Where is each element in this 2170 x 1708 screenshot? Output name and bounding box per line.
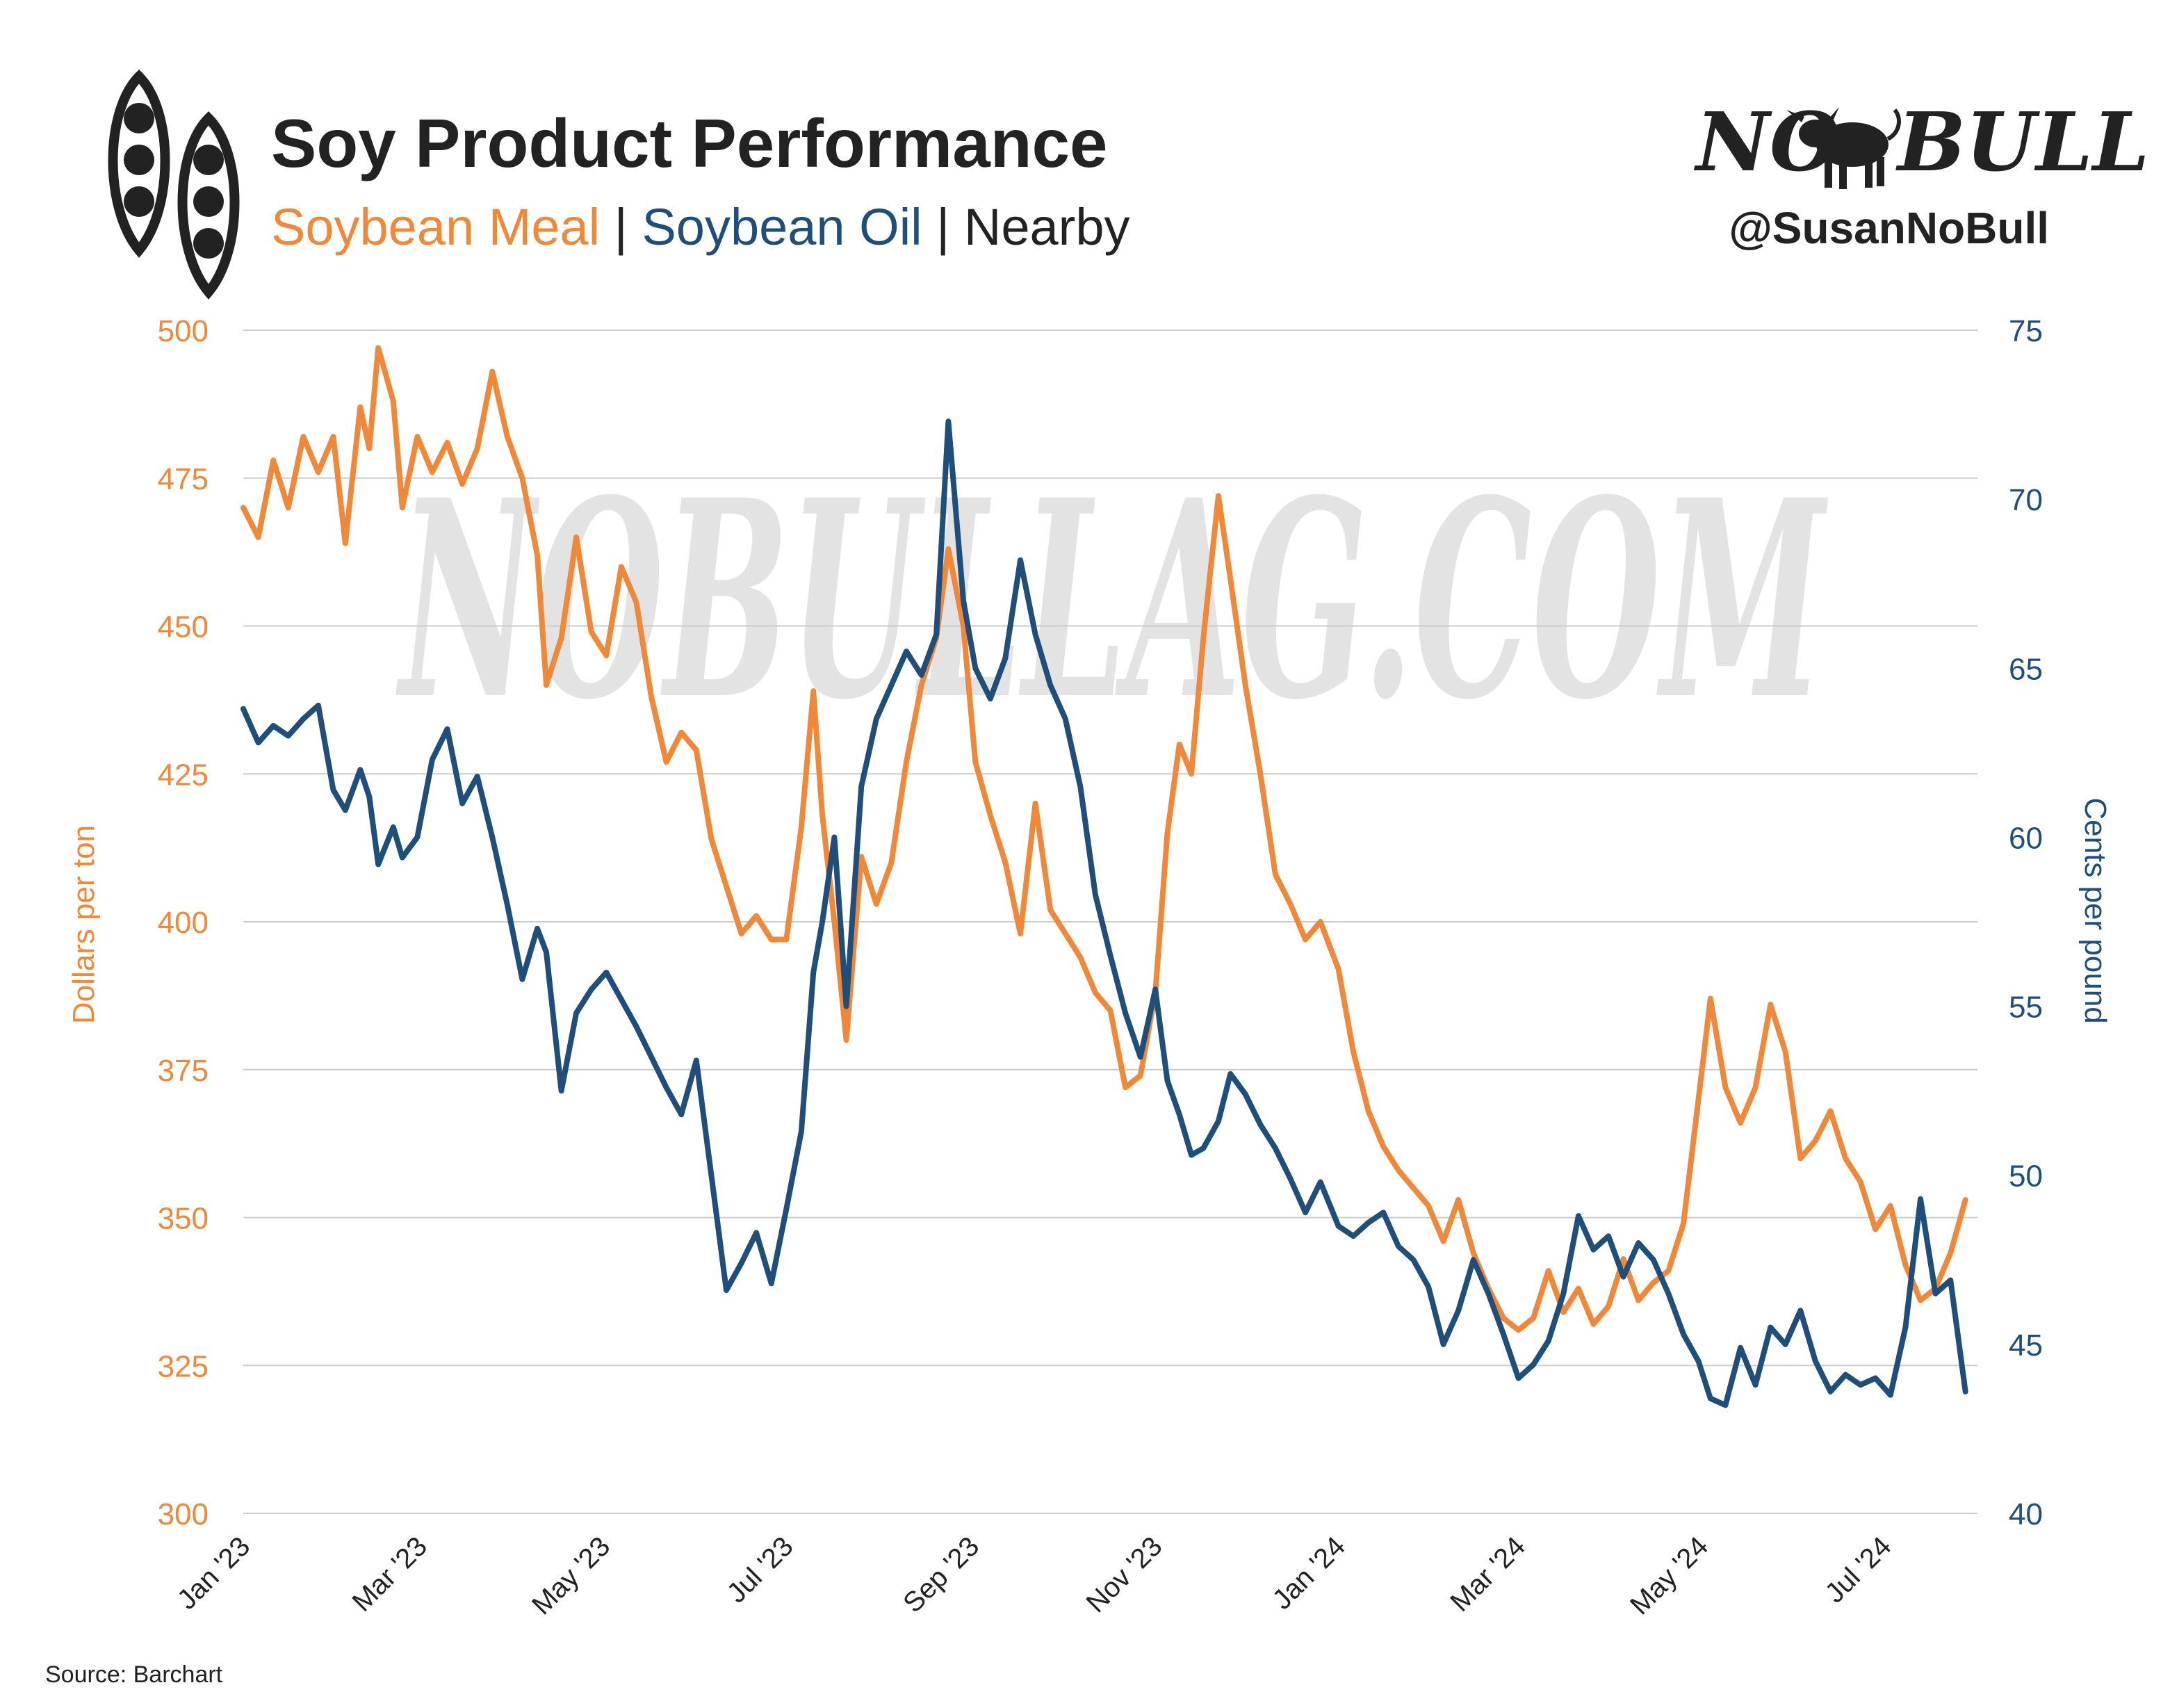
x-tick-label: Nov '23: [1080, 1531, 1168, 1618]
y-right-tick-label: 65: [2009, 652, 2043, 686]
brand-logo: NO BULL: [1693, 95, 2149, 190]
y-right-tick-label: 50: [2009, 1160, 2043, 1194]
subtitle-separator: |: [922, 198, 964, 256]
y-left-tick-label: 475: [158, 462, 209, 496]
page-title: Soy Product Performance: [271, 105, 1108, 181]
series-line-soybean-oil: [240, 418, 1968, 1408]
y-right-tick-label: 40: [2009, 1497, 2043, 1531]
watermark: NOBULLAG.COM: [395, 441, 1829, 759]
y-axis-left-label: Dollars per ton: [67, 825, 101, 1024]
y-left-tick-label: 300: [158, 1497, 209, 1531]
x-tick-label: Mar '23: [346, 1531, 433, 1618]
x-tick-label: Jul '24: [1820, 1531, 1898, 1609]
x-axis-ticks: Jan '23 Mar '23 May '23 Jul '23 Sep '23 Nov '…: [172, 1531, 1898, 1620]
y-right-tick-label: 75: [2009, 314, 2043, 348]
y-right-tick-label: 60: [2009, 821, 2043, 855]
subtitle-separator: |: [600, 198, 642, 256]
x-tick-label: Jul '23: [721, 1531, 799, 1609]
y-right-tick-label: 45: [2009, 1328, 2043, 1363]
y-left-tick-label: 425: [158, 758, 209, 792]
x-tick-label: Sep '23: [897, 1531, 985, 1618]
chart-subtitle: Soybean Meal | Soybean Oil | Nearby: [271, 198, 1129, 256]
soybean-pod-icon: [108, 70, 240, 300]
y-left-tick-label: 325: [158, 1349, 209, 1383]
x-tick-label: Jan '24: [1266, 1531, 1351, 1615]
y-left-tick-label: 350: [158, 1202, 209, 1236]
subtitle-oil: Soybean Oil: [642, 198, 922, 256]
brand-logo-right: BULL: [1895, 95, 2149, 190]
subtitle-meal: Soybean Meal: [271, 198, 600, 256]
brand-handle: @SusanNoBull: [1729, 203, 2049, 253]
series-layer: [240, 345, 1968, 1408]
y-axis-left-ticks: 300 325 350 375 400 425 450 475 500: [158, 314, 209, 1531]
y-axis-right-label: Cents per pound: [2078, 797, 2112, 1023]
gridlines: [243, 330, 1977, 1514]
y-left-tick-label: 400: [158, 906, 209, 940]
y-right-tick-label: 70: [2009, 483, 2043, 517]
x-tick-label: May '24: [1624, 1531, 1714, 1620]
subtitle-nearby: Nearby: [964, 198, 1130, 256]
x-tick-label: Mar '24: [1444, 1531, 1531, 1618]
y-left-tick-label: 500: [158, 314, 209, 348]
bull-icon: [1786, 107, 1901, 189]
y-left-tick-label: 375: [158, 1054, 209, 1088]
y-right-tick-label: 55: [2009, 991, 2043, 1025]
y-axis-right-ticks: 40 45 50 55 60 65 70 75: [2009, 314, 2043, 1531]
x-tick-label: May '23: [526, 1531, 616, 1620]
source-note: Source: Barchart: [45, 1661, 223, 1688]
x-tick-label: Jan '23: [172, 1531, 256, 1615]
series-line-soybean-meal: [240, 345, 1968, 1333]
y-left-tick-label: 450: [158, 610, 209, 644]
